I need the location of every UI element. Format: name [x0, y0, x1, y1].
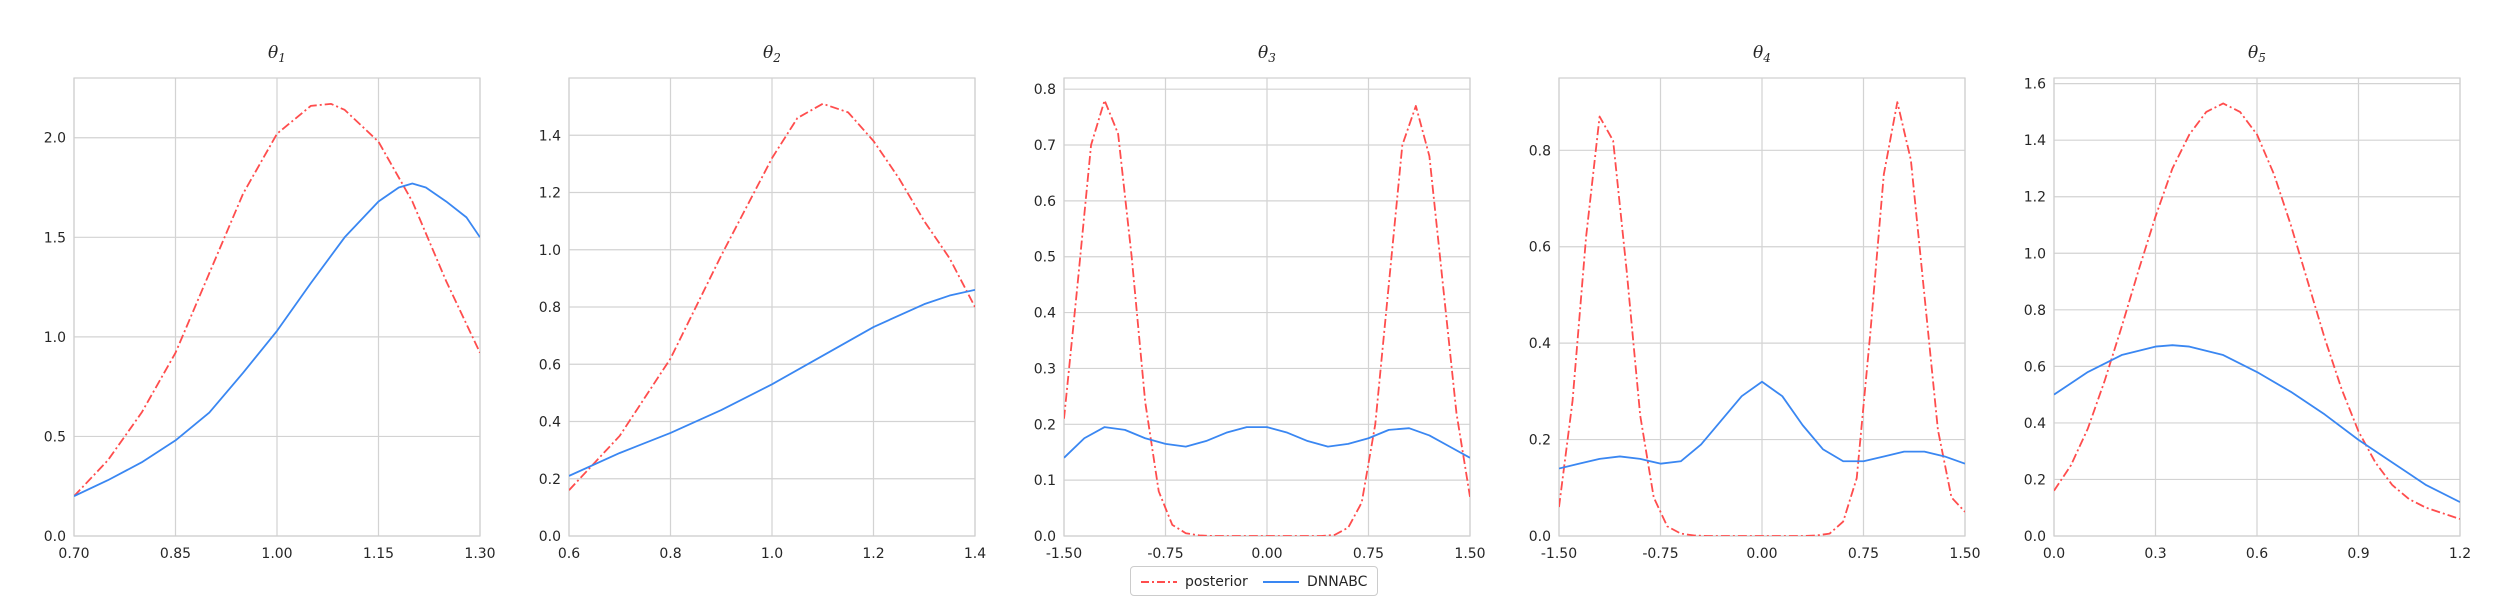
y-tick-label: 1.0 — [539, 243, 561, 259]
legend-item-posterior: posterior — [1141, 572, 1248, 592]
y-tick-label: 0.8 — [1034, 82, 1056, 98]
y-tick-label: 1.2 — [539, 186, 561, 202]
y-tick-label: 1.6 — [2024, 77, 2046, 93]
y-tick-label: 1.4 — [539, 128, 561, 144]
x-tick-label: -0.75 — [1642, 546, 1678, 562]
x-tick-label: 0.75 — [1353, 546, 1384, 562]
x-tick-label: 0.85 — [160, 546, 191, 562]
x-tick-label: 0.70 — [58, 546, 89, 562]
x-tick-label: 0.0 — [2043, 546, 2065, 562]
y-tick-label: 0.6 — [2024, 359, 2046, 375]
panel-3: -1.50 -0.75 0.00 0.75 1.50 0.0 0.1 0.2 0.3 0.4 0.5… — [1034, 43, 1486, 562]
series-posterior-line — [1064, 99, 1470, 536]
x-tick-label: 1.0 — [761, 546, 783, 562]
x-tick-label: 0.00 — [1746, 546, 1777, 562]
plot-frame — [2053, 77, 2461, 537]
y-tick-label: 0.4 — [1034, 306, 1056, 322]
y-tick-label: 0.2 — [539, 472, 561, 488]
y-tick-label: 1.2 — [2024, 190, 2046, 206]
panel-title: θ1 — [268, 43, 286, 65]
x-tick-label: 1.4 — [964, 546, 986, 562]
y-tick-label: 0.2 — [1034, 417, 1056, 433]
series-posterior-line — [569, 102, 975, 491]
panel-title: θ5 — [2248, 43, 2266, 65]
panel-title: θ4 — [1753, 43, 1771, 65]
legend-swatch-dnnabc — [1263, 581, 1299, 583]
panel-title: θ3 — [1258, 43, 1276, 65]
plot-frame — [73, 77, 481, 537]
legend-item-dnnabc: DNNABC — [1263, 572, 1367, 592]
panel-title: θ2 — [763, 43, 781, 65]
series-posterior-line — [74, 102, 480, 497]
series-posterior-line — [1559, 101, 1965, 536]
y-tick-label: 1.4 — [2024, 133, 2046, 149]
y-tick-label: 0.8 — [2024, 303, 2046, 319]
y-tick-label: 0.4 — [539, 415, 561, 431]
y-tick-label: 1.0 — [2024, 246, 2046, 262]
y-tick-label: 0.5 — [44, 429, 66, 445]
y-tick-label: 0.5 — [1034, 250, 1056, 266]
x-tick-label: 0.8 — [659, 546, 681, 562]
x-tick-label: -0.75 — [1147, 546, 1183, 562]
series-dnnabc-line — [74, 182, 480, 497]
x-tick-label: 0.00 — [1251, 546, 1282, 562]
legend-swatch-posterior — [1141, 581, 1177, 583]
panel-4: -1.50 -0.75 0.00 0.75 1.50 0.0 0.2 0.4 0.6 0.8 θ4 — [1529, 43, 1981, 562]
y-tick-label: 0.3 — [1034, 361, 1056, 377]
y-tick-label: 0.0 — [539, 529, 561, 545]
y-tick-label: 0.2 — [2024, 472, 2046, 488]
legend-label-dnnabc: DNNABC — [1307, 574, 1368, 590]
y-tick-label: 0.4 — [1529, 336, 1551, 352]
x-tick-label: 1.50 — [1454, 546, 1485, 562]
y-tick-label: 0.2 — [1529, 433, 1551, 449]
legend-label-posterior: posterior — [1185, 574, 1248, 590]
y-tick-label: 0.6 — [1529, 240, 1551, 256]
x-tick-label: 0.9 — [2347, 546, 2369, 562]
x-tick-label: 1.30 — [464, 546, 495, 562]
panel-5: 0.0 0.3 0.6 0.9 1.2 0.0 0.2 0.4 0.6 0.8 1.0 1.2 1.4 1… — [2024, 43, 2471, 562]
x-tick-label: -1.50 — [1541, 546, 1577, 562]
series-posterior-line — [2054, 102, 2460, 520]
x-tick-label: 0.6 — [558, 546, 580, 562]
y-tick-label: 0.0 — [1034, 529, 1056, 545]
x-tick-label: 1.2 — [862, 546, 884, 562]
panel-2: 0.6 0.8 1.0 1.2 1.4 0.0 0.2 0.4 0.6 0.8 1.0 1.2 1.4 θ… — [539, 43, 986, 562]
x-tick-label: -1.50 — [1046, 546, 1082, 562]
x-tick-label: 1.2 — [2449, 546, 2471, 562]
y-tick-label: 0.4 — [2024, 416, 2046, 432]
x-tick-label: 1.50 — [1949, 546, 1980, 562]
x-tick-label: 1.15 — [363, 546, 394, 562]
y-tick-label: 0.8 — [1529, 143, 1551, 159]
series-dnnabc-line — [1559, 380, 1965, 470]
series-dnnabc-line — [569, 288, 975, 477]
x-tick-label: 1.00 — [261, 546, 292, 562]
series-dnnabc-line — [2054, 344, 2460, 503]
legend: posterior DNNABC — [1130, 566, 1378, 596]
y-tick-label: 1.5 — [44, 230, 66, 246]
x-tick-label: 0.3 — [2144, 546, 2166, 562]
panel-1: 0.70 0.85 1.00 1.15 1.30 0.0 0.5 1.0 1.5 2.0 θ1 — [44, 43, 496, 562]
x-tick-label: 0.6 — [2246, 546, 2268, 562]
y-tick-label: 0.8 — [539, 300, 561, 316]
y-tick-label: 1.0 — [44, 330, 66, 346]
y-tick-label: 0.6 — [1034, 194, 1056, 210]
x-tick-label: 0.75 — [1848, 546, 1879, 562]
y-tick-label: 0.6 — [539, 357, 561, 373]
y-tick-label: 0.0 — [44, 529, 66, 545]
series-dnnabc-line — [1064, 426, 1470, 459]
y-tick-label: 2.0 — [44, 131, 66, 147]
y-tick-label: 0.0 — [2024, 529, 2046, 545]
y-tick-label: 0.0 — [1529, 529, 1551, 545]
y-tick-label: 0.7 — [1034, 138, 1056, 154]
y-tick-label: 0.1 — [1034, 473, 1056, 489]
